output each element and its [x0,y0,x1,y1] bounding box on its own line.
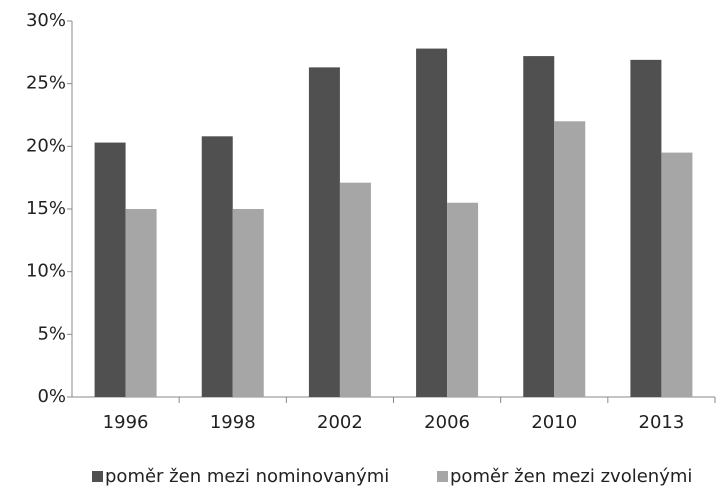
x-tick-label: 1996 [103,412,149,433]
bar [661,152,693,397]
bar [308,67,340,397]
bar [339,182,371,397]
bar [523,56,555,398]
x-tick-label: 1998 [210,412,256,433]
bar [447,202,479,397]
y-tick-label: 0% [37,386,66,407]
y-tick-label: 30% [26,10,66,31]
bar [201,136,233,397]
y-tick-label: 15% [26,198,66,219]
legend-label: poměr žen mezi zvolenými [450,466,692,487]
x-tick-label: 2013 [639,412,685,433]
bar [416,48,448,397]
bar [125,209,157,397]
y-tick-label: 20% [26,135,66,156]
y-tick-label: 5% [37,323,66,344]
x-tick-label: 2002 [317,412,363,433]
legend-swatch [92,471,103,482]
bar [630,59,662,397]
x-tick-label: 2010 [531,412,577,433]
y-tick-label: 25% [26,73,66,94]
legend-label: poměr žen mezi nominovanými [105,466,389,487]
bar [232,209,264,397]
bar [94,142,126,397]
x-tick-label: 2006 [424,412,470,433]
legend-swatch [437,471,448,482]
bar [554,121,586,398]
y-tick-label: 10% [26,261,66,282]
